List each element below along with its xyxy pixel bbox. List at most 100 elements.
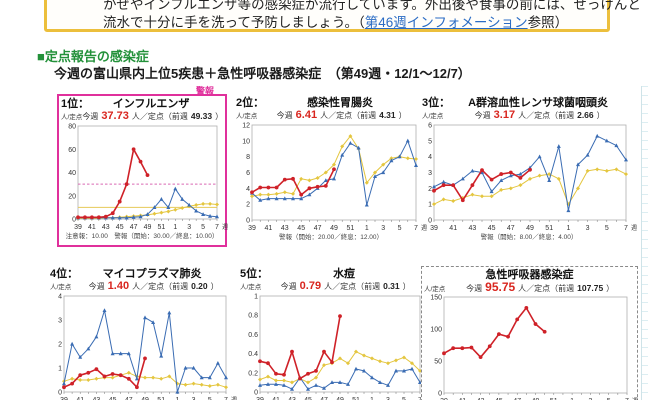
now-label: 今週 (466, 284, 483, 293)
svg-text:3: 3 (192, 397, 196, 400)
paren-close: ） (215, 112, 224, 121)
chart-strep-header: 3位： A群溶血性レンサ球菌咽頭炎 (422, 97, 636, 110)
svg-text:週: 週 (632, 397, 638, 400)
current-value: 95.75 (485, 280, 516, 294)
svg-text:7: 7 (414, 225, 418, 232)
svg-text:45: 45 (304, 397, 312, 400)
svg-text:51: 51 (550, 398, 558, 400)
svg-text:45: 45 (488, 225, 496, 232)
svg-text:49: 49 (336, 397, 344, 400)
svg-text:7: 7 (418, 397, 422, 400)
current-value: 37.73 (101, 110, 129, 122)
svg-text:5: 5 (607, 398, 611, 400)
svg-text:1: 1 (370, 397, 374, 400)
influenza-alert-badge: 警報 (196, 86, 215, 96)
svg-text:5: 5 (605, 225, 609, 232)
unit-prev-label: 人／定点（前週 (132, 282, 189, 291)
chart-title: 感染性胃腸炎 (307, 97, 374, 109)
svg-text:週: 週 (421, 224, 427, 232)
chart-title: マイコプラズマ肺炎 (102, 268, 202, 280)
svg-text:0.2: 0.2 (248, 370, 258, 377)
svg-text:1: 1 (173, 224, 177, 231)
threshold-note: 警報（開始：8.00／終息：4.00） (480, 234, 578, 241)
svg-text:3: 3 (187, 224, 191, 231)
svg-text:5: 5 (201, 224, 205, 231)
svg-text:0.6: 0.6 (248, 332, 258, 339)
now-label: 今週 (88, 282, 105, 291)
unit-prev-label: 人／定点（前週 (320, 111, 377, 120)
svg-text:49: 49 (141, 397, 149, 400)
svg-text:0.4: 0.4 (248, 351, 258, 358)
notice-text-close: 参照） (527, 15, 569, 30)
y-axis-unit-label: 人/定点 (422, 113, 444, 120)
svg-text:7: 7 (625, 398, 629, 400)
svg-text:7: 7 (215, 224, 219, 231)
svg-text:45: 45 (495, 398, 503, 400)
svg-text:39: 39 (74, 224, 82, 231)
chart-title: A群溶血性レンサ球菌咽頭炎 (468, 97, 609, 109)
unit-prev-label: 人／定点（前週 (324, 282, 381, 291)
now-label: 今週 (474, 111, 491, 120)
svg-text:5: 5 (402, 397, 406, 400)
svg-text:3: 3 (428, 170, 432, 177)
svg-text:47: 47 (513, 398, 521, 400)
week46-information-link[interactable]: 第46週インフォメーション (364, 15, 528, 30)
svg-text:4: 4 (246, 186, 250, 193)
chart-varicella-header: 5位： 水痘 (240, 268, 430, 281)
svg-text:41: 41 (265, 225, 273, 232)
svg-text:43: 43 (281, 225, 289, 232)
svg-text:0: 0 (246, 218, 250, 225)
svg-text:41: 41 (76, 397, 84, 400)
previous-value: 4.31 (379, 110, 396, 120)
y-axis-unit-label: 人/定点 (240, 284, 262, 291)
svg-text:43: 43 (102, 224, 110, 231)
previous-value: 49.33 (190, 111, 213, 121)
threshold-note: 注意報：10.00 警報（開始：30.00／終息：10.00） (65, 233, 219, 240)
svg-text:1: 1 (58, 366, 62, 373)
svg-text:5: 5 (428, 138, 432, 145)
svg-text:6: 6 (428, 123, 432, 130)
svg-text:51: 51 (545, 225, 553, 232)
svg-text:51: 51 (347, 225, 355, 232)
chart-varicella: 5位： 水痘 人/定点 今週 0.79 人／定点（前週 0.31） 0 0.2 0.4 0.… (240, 268, 431, 400)
svg-text:60: 60 (68, 147, 76, 154)
svg-text:50: 50 (434, 359, 442, 366)
chart-title: 急性呼吸器感染症 (485, 269, 574, 281)
notice-box: かぜやインフルエンザ等の感染症が流行しています。外出後や食事の前には、せっけんと… (44, 0, 641, 32)
svg-text:1: 1 (570, 398, 574, 400)
svg-text:週: 週 (222, 223, 228, 231)
svg-text:0: 0 (438, 391, 442, 398)
chart-varicella-stat: 人/定点 今週 0.79 人／定点（前週 0.31） (240, 281, 430, 292)
rank-label: 2位： (236, 97, 265, 109)
svg-text:8: 8 (246, 154, 250, 161)
chart-influenza-header: 1位： インフルエンザ (61, 98, 223, 111)
svg-text:2: 2 (246, 202, 250, 209)
section-subtitle: 今週の富山県内上位5疾患＋急性呼吸器感染症 （第49週・12/1～12/7） (54, 66, 471, 81)
rank-label: 4位： (50, 268, 79, 280)
svg-text:20: 20 (68, 193, 76, 200)
gastroenteritis-line-chart: 0 2 4 6 8 10 12 39 41 43 45 47 49 51 1 3 5 7 週 (242, 123, 427, 233)
svg-text:5: 5 (208, 397, 212, 400)
paren-close: ） (606, 284, 615, 293)
respiratory-line-chart: 0 50 100 150 39 41 43 45 47 49 51 1 3 5 7週 (430, 295, 638, 400)
svg-text:4: 4 (58, 294, 62, 301)
current-value: 6.41 (295, 109, 318, 121)
svg-text:0: 0 (58, 390, 62, 397)
svg-text:39: 39 (440, 398, 448, 400)
svg-text:47: 47 (507, 225, 515, 232)
current-value: 1.40 (107, 280, 130, 292)
svg-text:45: 45 (297, 225, 305, 232)
chart-acute-respiratory: 急性呼吸器感染症 人/定点 今週 95.75 人／定点（前週 107.75） 0 50 1… (421, 266, 638, 400)
svg-text:39: 39 (430, 225, 438, 232)
y-axis-unit-label: 人/定点 (236, 113, 258, 120)
svg-text:3: 3 (58, 318, 62, 325)
svg-text:39: 39 (248, 225, 256, 232)
svg-text:39: 39 (60, 397, 68, 400)
svg-text:0: 0 (254, 390, 258, 397)
mycoplasma-line-chart: 0 1 2 3 4 39 41 43 45 47 49 51 1 3 5 7週 (58, 294, 237, 400)
svg-text:41: 41 (449, 225, 457, 232)
chart-influenza-stat: 人/定点 今週 37.73 人／定点（前週 49.33） (61, 111, 223, 122)
chart-respiratory-header: 急性呼吸器感染症 (424, 269, 635, 282)
chart-title: 水痘 (333, 268, 356, 280)
